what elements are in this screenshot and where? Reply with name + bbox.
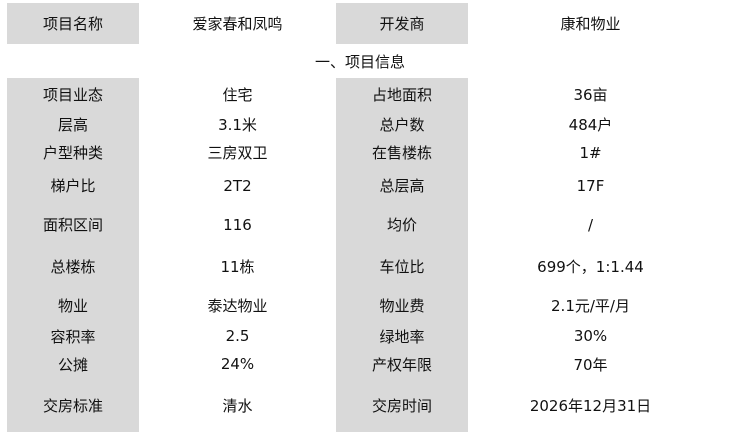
field-value: 24% bbox=[220, 355, 255, 373]
field-label: 面积区间 bbox=[7, 204, 139, 245]
field-value: 70年 bbox=[573, 355, 608, 374]
table-row: 容积率 2.5 绿地率 30% bbox=[0, 322, 740, 350]
table-row: 层高 3.1米 总户数 484户 bbox=[0, 110, 740, 138]
table-row: 物业 泰达物业 物业费 2.1元/平/月 bbox=[0, 288, 740, 322]
table-row: 总楼栋 11栋 车位比 699个，1:1.44 bbox=[0, 245, 740, 288]
field-value: 11栋 bbox=[220, 258, 255, 276]
table-row: 交房标准 清水 交房时间 2026年12月31日 bbox=[0, 378, 740, 432]
field-label: 交房时间 bbox=[336, 378, 468, 432]
header-row: 项目名称 爱家春和凤鸣 开发商 康和物业 bbox=[0, 3, 740, 44]
section-title: 一、项目信息 bbox=[314, 52, 405, 71]
field-value: 三房双卫 bbox=[207, 144, 268, 162]
field-label: 总楼栋 bbox=[7, 245, 139, 288]
developer-label: 开发商 bbox=[336, 3, 468, 44]
field-label: 在售楼栋 bbox=[336, 138, 468, 167]
field-label: 均价 bbox=[336, 204, 468, 245]
project-name-value: 爱家春和凤鸣 bbox=[192, 15, 283, 33]
field-value: 泰达物业 bbox=[207, 296, 268, 315]
table-row: 面积区间 116 均价 / bbox=[0, 204, 740, 245]
field-label: 产权年限 bbox=[336, 350, 468, 378]
table-row: 公摊 24% 产权年限 70年 bbox=[0, 350, 740, 378]
field-value: 1# bbox=[579, 143, 602, 162]
field-label: 户型种类 bbox=[7, 138, 139, 167]
field-label: 占地面积 bbox=[336, 78, 468, 110]
field-label: 梯户比 bbox=[7, 167, 139, 204]
field-label: 车位比 bbox=[336, 245, 468, 288]
table-row: 项目业态 住宅 占地面积 36亩 bbox=[0, 78, 740, 110]
field-value: 2.1元/平/月 bbox=[551, 296, 630, 315]
developer-value: 康和物业 bbox=[560, 15, 621, 33]
field-label: 物业 bbox=[7, 288, 139, 322]
field-label: 总户数 bbox=[336, 110, 468, 138]
table-row: 梯户比 2T2 总层高 17F bbox=[0, 167, 740, 204]
field-value: 36亩 bbox=[573, 85, 608, 104]
field-label: 层高 bbox=[7, 110, 139, 138]
field-value: / bbox=[587, 215, 594, 234]
field-label: 公摊 bbox=[7, 350, 139, 378]
field-label: 项目业态 bbox=[7, 78, 139, 110]
field-value: 2T2 bbox=[223, 176, 252, 195]
field-label: 容积率 bbox=[7, 322, 139, 350]
field-value: 清水 bbox=[222, 396, 253, 415]
field-value: 住宅 bbox=[222, 85, 253, 104]
field-value: 484户 bbox=[568, 115, 613, 134]
field-value: 17F bbox=[576, 176, 605, 195]
field-value: 3.1米 bbox=[218, 115, 257, 134]
field-label: 总层高 bbox=[336, 167, 468, 204]
field-value: 2026年12月31日 bbox=[529, 396, 652, 415]
field-value: 699个，1:1.44 bbox=[537, 258, 644, 276]
field-label: 绿地率 bbox=[336, 322, 468, 350]
field-label: 物业费 bbox=[336, 288, 468, 322]
field-value: 30% bbox=[573, 327, 608, 345]
table-row: 户型种类 三房双卫 在售楼栋 1# bbox=[0, 138, 740, 167]
field-label: 交房标准 bbox=[7, 378, 139, 432]
field-value: 2.5 bbox=[225, 327, 250, 345]
project-name-label: 项目名称 bbox=[7, 3, 139, 44]
field-value: 116 bbox=[223, 215, 252, 234]
